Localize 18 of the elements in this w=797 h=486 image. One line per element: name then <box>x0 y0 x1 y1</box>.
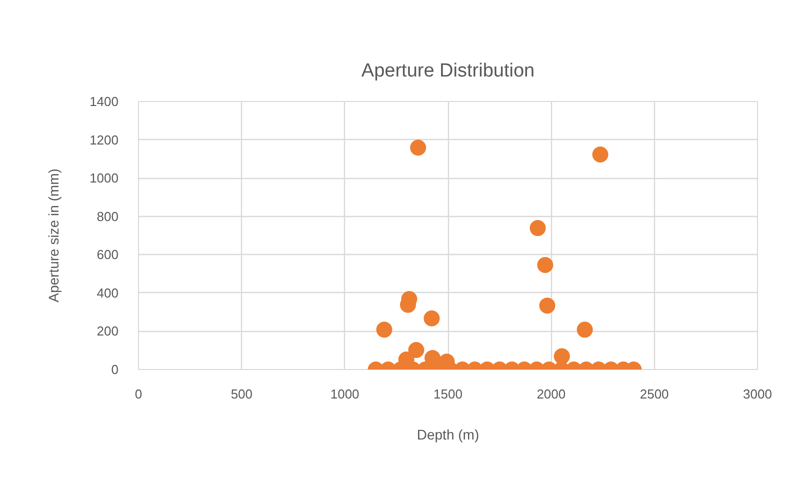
x-tick-label: 2500 <box>640 386 669 402</box>
y-tick-label: 400 <box>96 285 119 300</box>
x-tick-label: 500 <box>230 386 253 402</box>
x-tick-label: 1500 <box>434 386 462 402</box>
x-tick-label: 0 <box>134 386 142 402</box>
y-tick-label: 800 <box>96 208 119 224</box>
y-tick-label: 200 <box>96 324 119 339</box>
y-tick-label: 1000 <box>90 170 118 186</box>
chart-title: Aperture Distribution <box>361 60 535 82</box>
x-tick-label: 1000 <box>330 386 360 402</box>
y-axis-title: Aperture size in (mm) <box>46 168 62 302</box>
y-tick-label: 1400 <box>90 94 118 109</box>
x-tick-label: 2000 <box>536 386 566 402</box>
x-tick-label: 3000 <box>743 386 772 402</box>
y-tick-label: 1200 <box>90 132 118 148</box>
x-axis-title: Depth (m) <box>416 426 480 442</box>
y-tick-label: 600 <box>96 247 119 262</box>
y-tick-label: 0 <box>111 362 119 377</box>
